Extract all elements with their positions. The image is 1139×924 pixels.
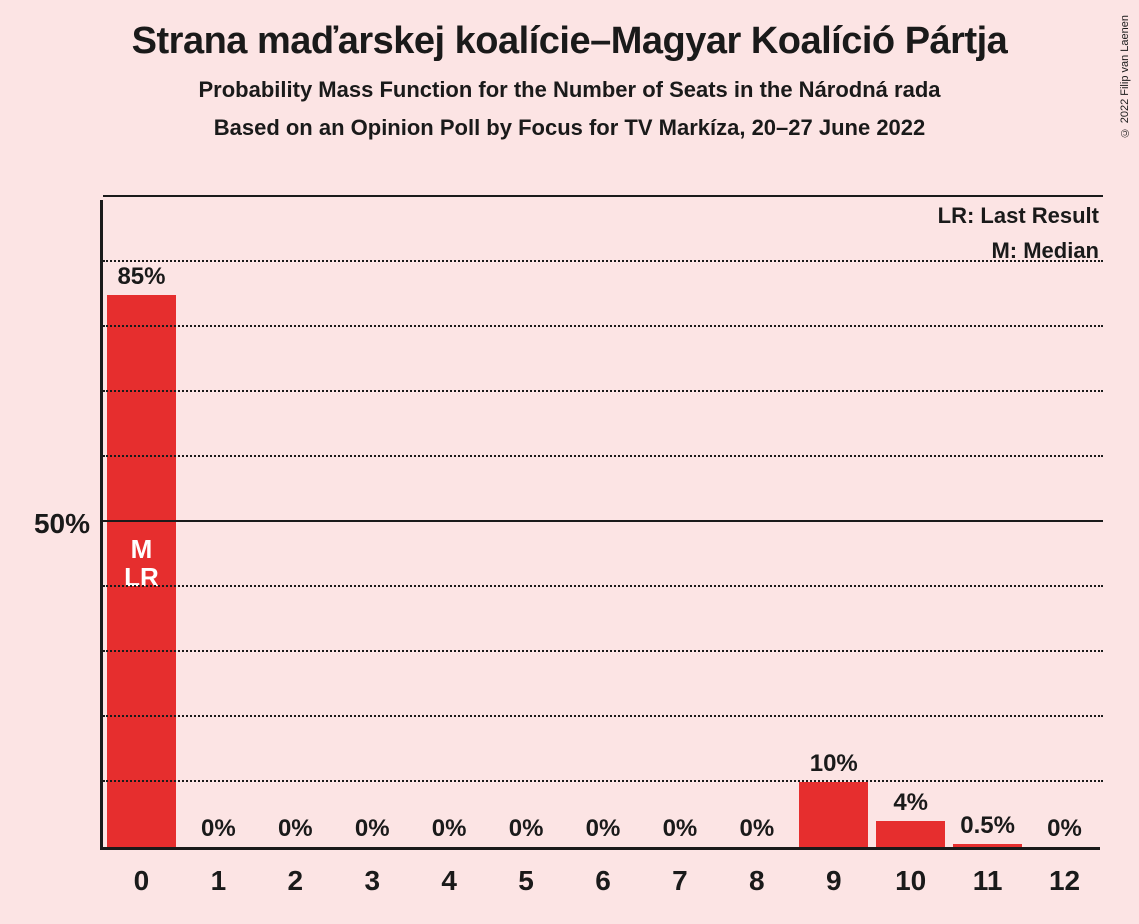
bar-value-label: 10% (795, 750, 872, 778)
bar-slot: 10%9 (795, 197, 872, 847)
bar-slot: 0%4 (411, 197, 488, 847)
x-axis-label: 1 (180, 865, 257, 897)
bar-slot: 0%6 (565, 197, 642, 847)
bar-value-label: 0% (180, 815, 257, 843)
gridline (103, 520, 1103, 522)
bar-slot: 4%10 (872, 197, 949, 847)
bar-value-label: 0% (718, 815, 795, 843)
bar-value-label: 0% (565, 815, 642, 843)
x-axis-label: 3 (334, 865, 411, 897)
x-axis-label: 5 (488, 865, 565, 897)
copyright-text: © 2022 Filip van Laenen (1119, 15, 1131, 138)
plot-area: 50% 85%MLR00%10%20%30%40%50%60%70%810%94… (100, 200, 1100, 850)
bar-slot: 0%8 (718, 197, 795, 847)
x-axis-label: 4 (411, 865, 488, 897)
y-axis-label: 50% (34, 508, 90, 540)
bar-value-label: 0% (334, 815, 411, 843)
bar-slot: 0%1 (180, 197, 257, 847)
bar-slot: 85%MLR0 (103, 197, 180, 847)
x-axis-label: 9 (795, 865, 872, 897)
bar (876, 821, 945, 847)
bar-value-label: 0% (488, 815, 565, 843)
bar (799, 782, 868, 847)
gridline (103, 715, 1103, 717)
bar-value-label: 0% (1026, 815, 1103, 843)
gridline (103, 260, 1103, 262)
gridline (103, 195, 1103, 197)
bar-slot: 0%2 (257, 197, 334, 847)
x-axis-label: 8 (718, 865, 795, 897)
bar-marker: MLR (103, 535, 180, 592)
x-axis-label: 10 (872, 865, 949, 897)
chart-subtitle-2: Based on an Opinion Poll by Focus for TV… (0, 115, 1139, 141)
chart-title: Strana maďarskej koalície–Magyar Koalíci… (0, 0, 1139, 63)
chart-subtitle-1: Probability Mass Function for the Number… (0, 77, 1139, 103)
bar-value-label: 0% (641, 815, 718, 843)
x-axis-label: 7 (641, 865, 718, 897)
gridline (103, 455, 1103, 457)
bar-value-label: 4% (872, 789, 949, 817)
x-axis-label: 11 (949, 865, 1026, 897)
bars-container: 85%MLR00%10%20%30%40%50%60%70%810%94%100… (103, 197, 1103, 847)
bar-slot: 0%5 (488, 197, 565, 847)
bar-value-label: 0% (411, 815, 488, 843)
bar-slot: 0%7 (641, 197, 718, 847)
bar-slot: 0%3 (334, 197, 411, 847)
x-axis-label: 12 (1026, 865, 1103, 897)
bar-value-label: 0% (257, 815, 334, 843)
chart-area: 50% 85%MLR00%10%20%30%40%50%60%70%810%94… (100, 200, 1100, 850)
bar-slot: 0.5%11 (949, 197, 1026, 847)
bar-value-label: 0.5% (949, 812, 1026, 840)
x-axis-label: 0 (103, 865, 180, 897)
x-axis-label: 2 (257, 865, 334, 897)
gridline (103, 780, 1103, 782)
x-axis-label: 6 (565, 865, 642, 897)
bar-value-label: 85% (103, 263, 180, 291)
gridline (103, 325, 1103, 327)
gridline (103, 390, 1103, 392)
gridline (103, 650, 1103, 652)
bar (953, 844, 1022, 847)
gridline (103, 585, 1103, 587)
bar-slot: 0%12 (1026, 197, 1103, 847)
